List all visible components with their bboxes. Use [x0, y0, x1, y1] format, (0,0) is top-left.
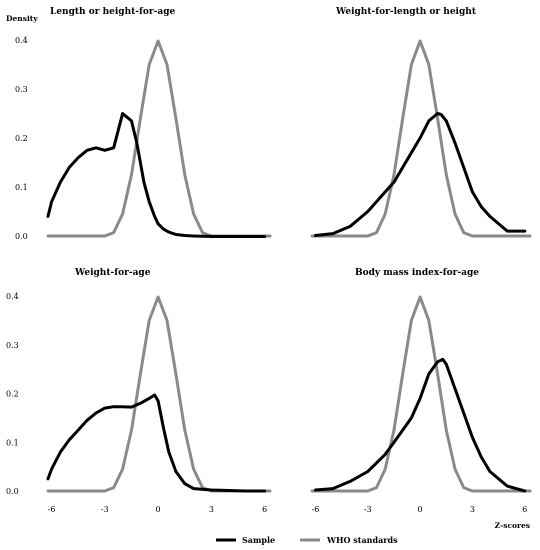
- x-tick-label: 3: [470, 505, 475, 514]
- chart-panel-1: Length or height-for-age 0.4 0.3 0.2 0.1 0.0: [15, 7, 272, 241]
- sample-density-line: [46, 112, 267, 238]
- y-tick-label: 0.3: [15, 85, 28, 94]
- x-tick-label: 6: [262, 505, 267, 514]
- y-tick-label: 0.3: [6, 341, 19, 350]
- density-axis-label: Density: [6, 14, 38, 23]
- y-tick-label: 0.0: [6, 487, 19, 496]
- sample-density-line: [314, 112, 527, 237]
- y-tick-label: 0.4: [6, 292, 19, 301]
- y-tick-label: 0.0: [15, 232, 28, 241]
- y-tick-label: 0.1: [15, 183, 28, 192]
- y-tick-label: 0.2: [6, 390, 19, 399]
- chart-title: Length or height-for-age: [50, 7, 175, 17]
- x-tick-label: -6: [48, 505, 56, 514]
- z-scores-axis-label: Z-scores: [495, 521, 530, 530]
- x-tick-label: -3: [364, 505, 372, 514]
- chart-panel-3: Weight-for-age 0.4 0.3 0.2 0.1 0.0 -6 -3 0 3 6: [6, 268, 272, 514]
- chart-title: Weight-for-age: [74, 268, 151, 278]
- sample-density-line: [314, 357, 527, 493]
- who-standards-density-line: [46, 39, 272, 238]
- sample-density-line: [46, 393, 267, 493]
- chart-panel-4: Body mass index-for-age -6 -3 0 3 6: [310, 268, 532, 514]
- who-standards-density-line: [310, 295, 532, 493]
- chart-panels: Length or height-for-age0.40.30.20.10.0W…: [6, 7, 532, 514]
- y-tick-label: 0.1: [6, 438, 19, 447]
- who-standards-density-line: [46, 295, 272, 493]
- x-tick-label: 0: [156, 505, 161, 514]
- x-tick-label: -3: [101, 505, 109, 514]
- legend: Sample WHO standards: [216, 535, 398, 545]
- legend-label-sample: Sample: [242, 535, 275, 545]
- x-tick-label: 3: [209, 505, 214, 514]
- y-tick-label: 0.2: [15, 134, 28, 143]
- y-tick-label: 0.4: [15, 36, 28, 45]
- legend-label-who-standards: WHO standards: [326, 535, 398, 545]
- chart-panel-2: Weight-for-length or height: [310, 7, 532, 238]
- chart-title: Weight-for-length or height: [335, 7, 477, 17]
- chart-title: Body mass index-for-age: [355, 268, 479, 278]
- x-tick-label: -6: [312, 505, 320, 514]
- who-standards-density-line: [310, 39, 532, 238]
- x-tick-label: 0: [418, 505, 423, 514]
- x-tick-label: 6: [522, 505, 527, 514]
